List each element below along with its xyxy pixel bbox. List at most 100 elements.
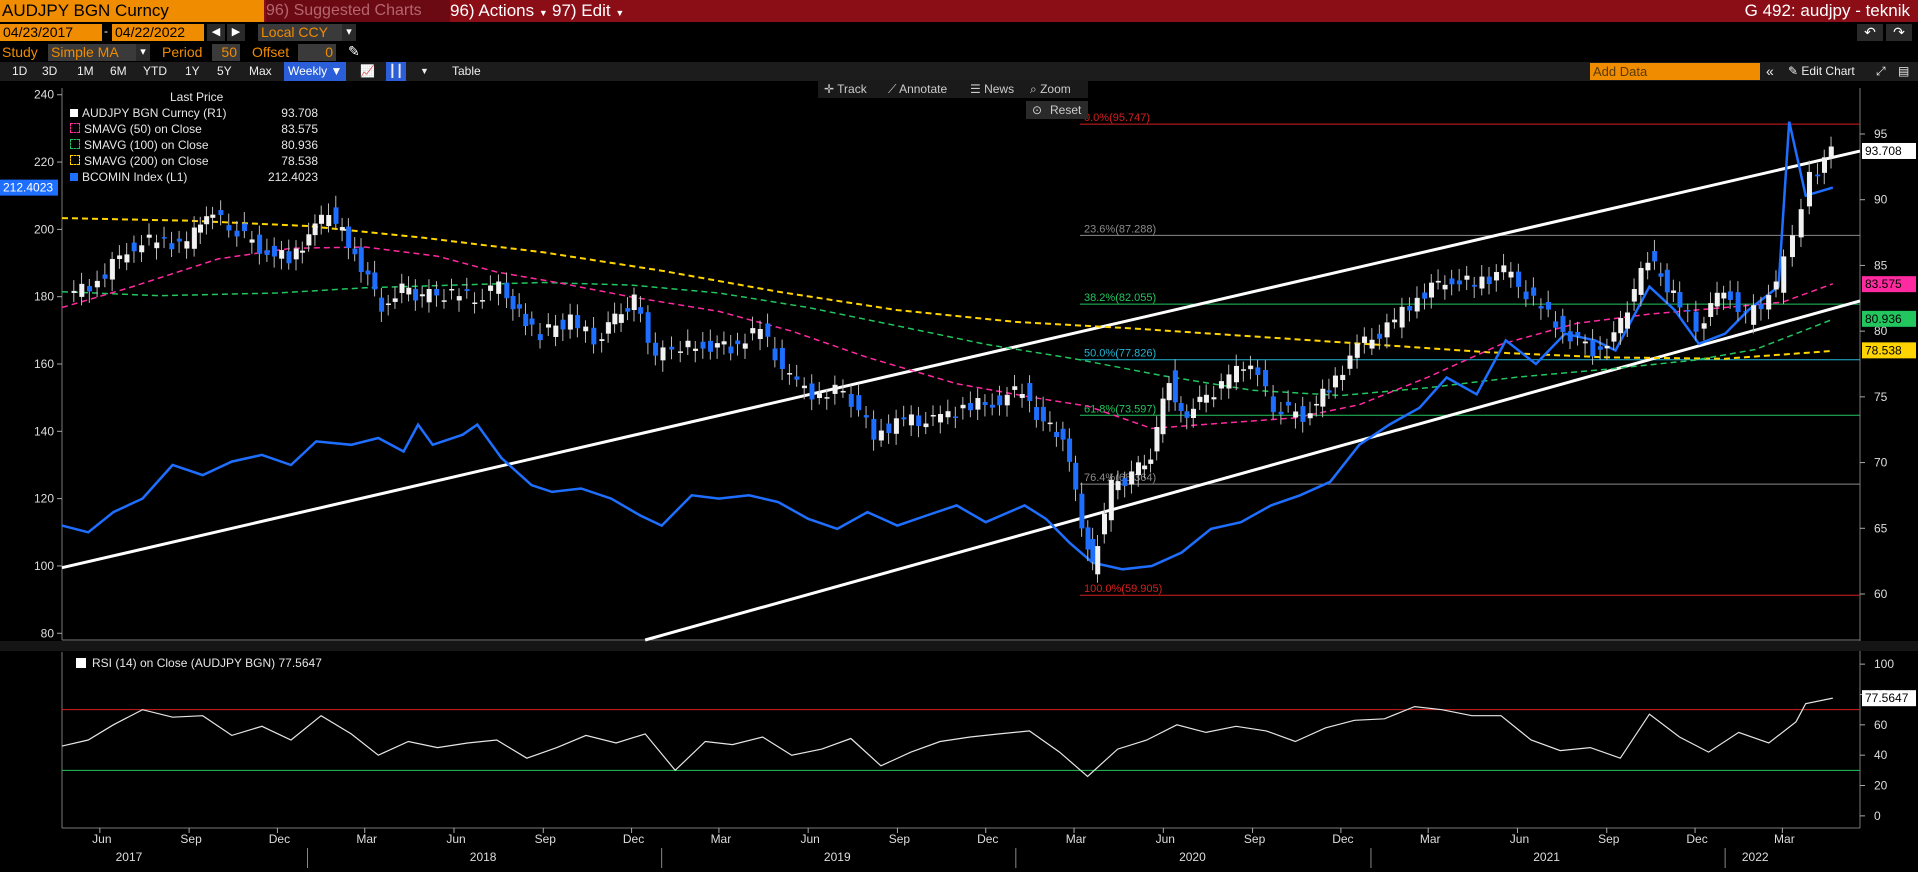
next-arrow-icon[interactable]: ▶ bbox=[227, 24, 245, 41]
candle-body bbox=[154, 242, 160, 249]
legend-value: 80.936 bbox=[281, 138, 318, 152]
start-date-field[interactable]: 04/23/2017 bbox=[0, 24, 102, 41]
offset-field[interactable]: 0 bbox=[298, 44, 336, 61]
candle-body bbox=[669, 346, 675, 350]
candle-body bbox=[146, 234, 152, 238]
legend-row[interactable]: BCOMIN Index (L1) 212.4023 bbox=[70, 170, 322, 184]
actions-menu[interactable]: 96) Actions ▼ bbox=[450, 0, 550, 22]
timeframe-1d[interactable]: 1D bbox=[12, 64, 28, 78]
study-bar: Study Simple MA ▾ Period 50 Offset 0 ✎ bbox=[0, 43, 1918, 62]
chevron-down-icon[interactable]: ▾ bbox=[136, 44, 150, 61]
collapse-left-icon[interactable]: « bbox=[1766, 63, 1774, 79]
prev-arrow-icon[interactable]: ◀ bbox=[207, 24, 225, 41]
candle-body bbox=[708, 340, 714, 352]
candle-body bbox=[1142, 465, 1148, 470]
candle-body bbox=[975, 398, 981, 410]
candle-body bbox=[79, 283, 85, 297]
undo-icon[interactable]: ↶ bbox=[1857, 24, 1883, 41]
timeframe-ytd[interactable]: YTD bbox=[143, 64, 167, 78]
suggested-charts-button[interactable]: 96) Suggested Charts bbox=[266, 0, 450, 22]
reset-button[interactable]: ⊙ Reset bbox=[1026, 101, 1088, 119]
timeframe-1m[interactable]: 1M bbox=[77, 64, 94, 78]
legend-swatch bbox=[70, 109, 78, 117]
candle-body bbox=[1508, 271, 1514, 278]
candle-body bbox=[300, 250, 306, 253]
candle-body bbox=[413, 288, 419, 301]
legend-row[interactable]: SMAVG (50) on Close 83.575 bbox=[70, 122, 322, 136]
candle-body bbox=[399, 283, 405, 293]
period-field[interactable]: 50 bbox=[212, 44, 240, 61]
candle-body bbox=[765, 323, 771, 337]
price-tag-bg bbox=[1862, 142, 1916, 159]
candle-body bbox=[1135, 462, 1141, 476]
end-date-field[interactable]: 04/22/2022 bbox=[112, 24, 204, 41]
line-chart-icon[interactable]: 📈 bbox=[360, 64, 375, 78]
timeframe-5y[interactable]: 5Y bbox=[217, 64, 232, 78]
legend-header: Last Price bbox=[170, 90, 224, 104]
expand-icon[interactable]: ⤢ bbox=[1876, 64, 1886, 78]
security-field[interactable]: AUDJPY BGN Curncy bbox=[0, 0, 264, 22]
candle-body bbox=[1115, 481, 1121, 491]
news-button[interactable]: ☰ News bbox=[970, 82, 1015, 96]
bcomin-line bbox=[61, 121, 1834, 571]
candle-body bbox=[989, 404, 995, 408]
chevron-down-icon[interactable]: ▼ bbox=[420, 66, 429, 76]
candle-body bbox=[863, 415, 869, 418]
candle-body bbox=[1553, 321, 1559, 328]
panel-divider bbox=[0, 641, 1918, 651]
candle-body bbox=[1590, 340, 1596, 357]
time-tick-label: Sep bbox=[535, 832, 557, 846]
table-button[interactable]: Table bbox=[452, 64, 481, 78]
chevron-down-icon[interactable]: ▾ bbox=[342, 24, 356, 41]
candle-body bbox=[848, 394, 854, 407]
track-button[interactable]: ✛ Track bbox=[824, 82, 867, 96]
time-tick-label: Jun bbox=[1156, 832, 1175, 846]
pencil-icon[interactable]: ✎ bbox=[348, 43, 360, 59]
frequency-label: Weekly bbox=[288, 64, 328, 78]
settings-icon[interactable]: ▤ bbox=[1898, 64, 1910, 78]
timeframe-3d[interactable]: 3D bbox=[42, 64, 58, 78]
candle-body bbox=[750, 328, 756, 334]
legend-swatch bbox=[70, 173, 78, 181]
candle-body bbox=[1154, 427, 1160, 452]
candle-body bbox=[286, 251, 292, 264]
candle-body bbox=[191, 227, 197, 249]
candle-body bbox=[176, 238, 182, 242]
candle-body bbox=[1399, 306, 1405, 328]
timeframe-max[interactable]: Max bbox=[249, 64, 272, 78]
period-label: Period bbox=[162, 44, 203, 60]
candle-body bbox=[735, 340, 741, 345]
candle-body bbox=[1102, 513, 1108, 535]
time-tick-label: Mar bbox=[356, 832, 377, 846]
legend-row[interactable]: AUDJPY BGN Curncy (R1) 93.708 bbox=[70, 106, 322, 120]
time-tick-label: Dec bbox=[1686, 832, 1707, 846]
legend-label: SMAVG (50) on Close bbox=[84, 122, 202, 136]
annotate-button[interactable]: ⟋ Annotate bbox=[888, 82, 948, 96]
add-data-input[interactable]: Add Data bbox=[1590, 63, 1760, 80]
candle-body bbox=[1456, 280, 1462, 285]
study-field[interactable]: Simple MA bbox=[48, 44, 136, 61]
time-tick-label: Dec bbox=[269, 832, 290, 846]
candle-body bbox=[358, 247, 364, 272]
candle-body bbox=[1531, 287, 1537, 296]
edit-menu[interactable]: 97) Edit ▼ bbox=[552, 0, 628, 22]
legend-row[interactable]: SMAVG (200) on Close 78.538 bbox=[70, 154, 322, 168]
candle-body bbox=[1263, 370, 1269, 387]
candle-body bbox=[1758, 303, 1764, 310]
timeframe-6m[interactable]: 6M bbox=[110, 64, 127, 78]
candle-body bbox=[1442, 284, 1448, 290]
candle-body bbox=[856, 395, 862, 411]
rsi-tick-label: 40 bbox=[1874, 748, 1888, 762]
range-bar: 1D 3D 1M 6M YTD 1Y 5Y Max Weekly ▼ 📈 ┃┃ … bbox=[0, 62, 1918, 81]
redo-icon[interactable]: ↷ bbox=[1886, 24, 1912, 41]
timeframe-1y[interactable]: 1Y bbox=[185, 64, 200, 78]
currency-field[interactable]: Local CCY bbox=[258, 24, 342, 41]
zoom-button[interactable]: ⌕ Zoom bbox=[1030, 82, 1071, 96]
candle-body bbox=[496, 281, 502, 294]
candle-body bbox=[87, 286, 93, 292]
candle-chart-icon[interactable]: ┃┃ bbox=[386, 62, 406, 81]
frequency-dropdown[interactable]: Weekly ▼ bbox=[284, 62, 347, 81]
legend-row[interactable]: SMAVG (100) on Close 80.936 bbox=[70, 138, 322, 152]
edit-chart-button[interactable]: ✎ Edit Chart bbox=[1788, 62, 1855, 81]
